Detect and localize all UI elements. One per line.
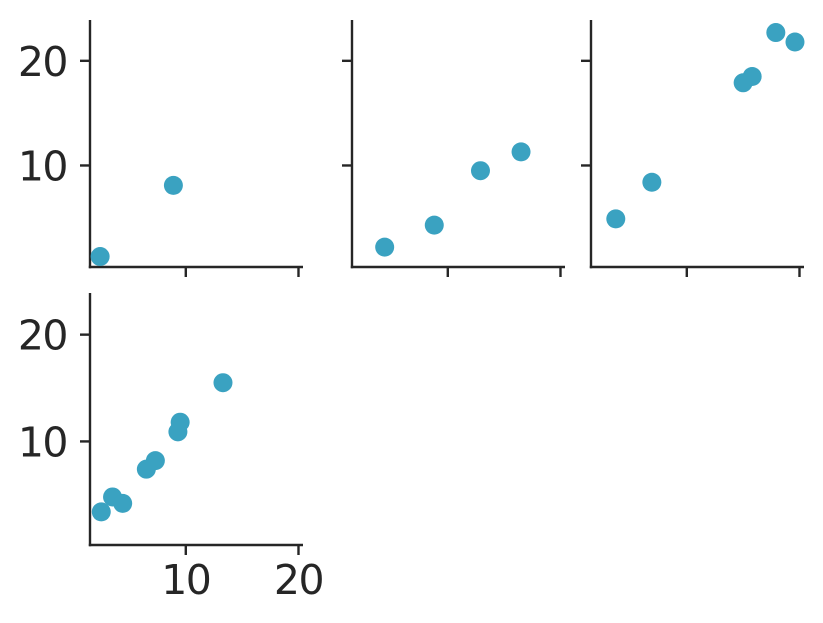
data-point bbox=[766, 23, 786, 43]
data-point bbox=[785, 32, 805, 52]
data-point bbox=[424, 215, 444, 235]
data-point bbox=[642, 172, 662, 192]
data-point bbox=[213, 373, 233, 393]
data-point bbox=[606, 209, 626, 229]
subplot-row-1-col-3 bbox=[581, 20, 805, 277]
y-tick-label: 20 bbox=[18, 38, 67, 86]
data-point bbox=[170, 412, 190, 432]
y-tick-label: 10 bbox=[18, 142, 67, 190]
y-tick-label: 20 bbox=[18, 312, 67, 360]
data-point bbox=[511, 142, 531, 162]
data-point bbox=[163, 175, 183, 195]
data-point bbox=[145, 451, 165, 471]
data-point bbox=[90, 247, 110, 267]
data-point bbox=[113, 493, 133, 513]
data-point bbox=[91, 502, 111, 522]
x-tick-label: 20 bbox=[274, 556, 323, 604]
data-point bbox=[375, 237, 395, 257]
subplot-row-1-col-2 bbox=[342, 20, 565, 277]
subplot-row-2-col-1: 10 20 10 20 bbox=[18, 293, 325, 604]
x-tick-label: 10 bbox=[161, 556, 210, 604]
data-point bbox=[470, 161, 490, 181]
subplot-row-1-col-1: 10 20 bbox=[18, 20, 303, 277]
y-tick-label: 10 bbox=[18, 418, 67, 466]
data-point bbox=[742, 67, 762, 87]
